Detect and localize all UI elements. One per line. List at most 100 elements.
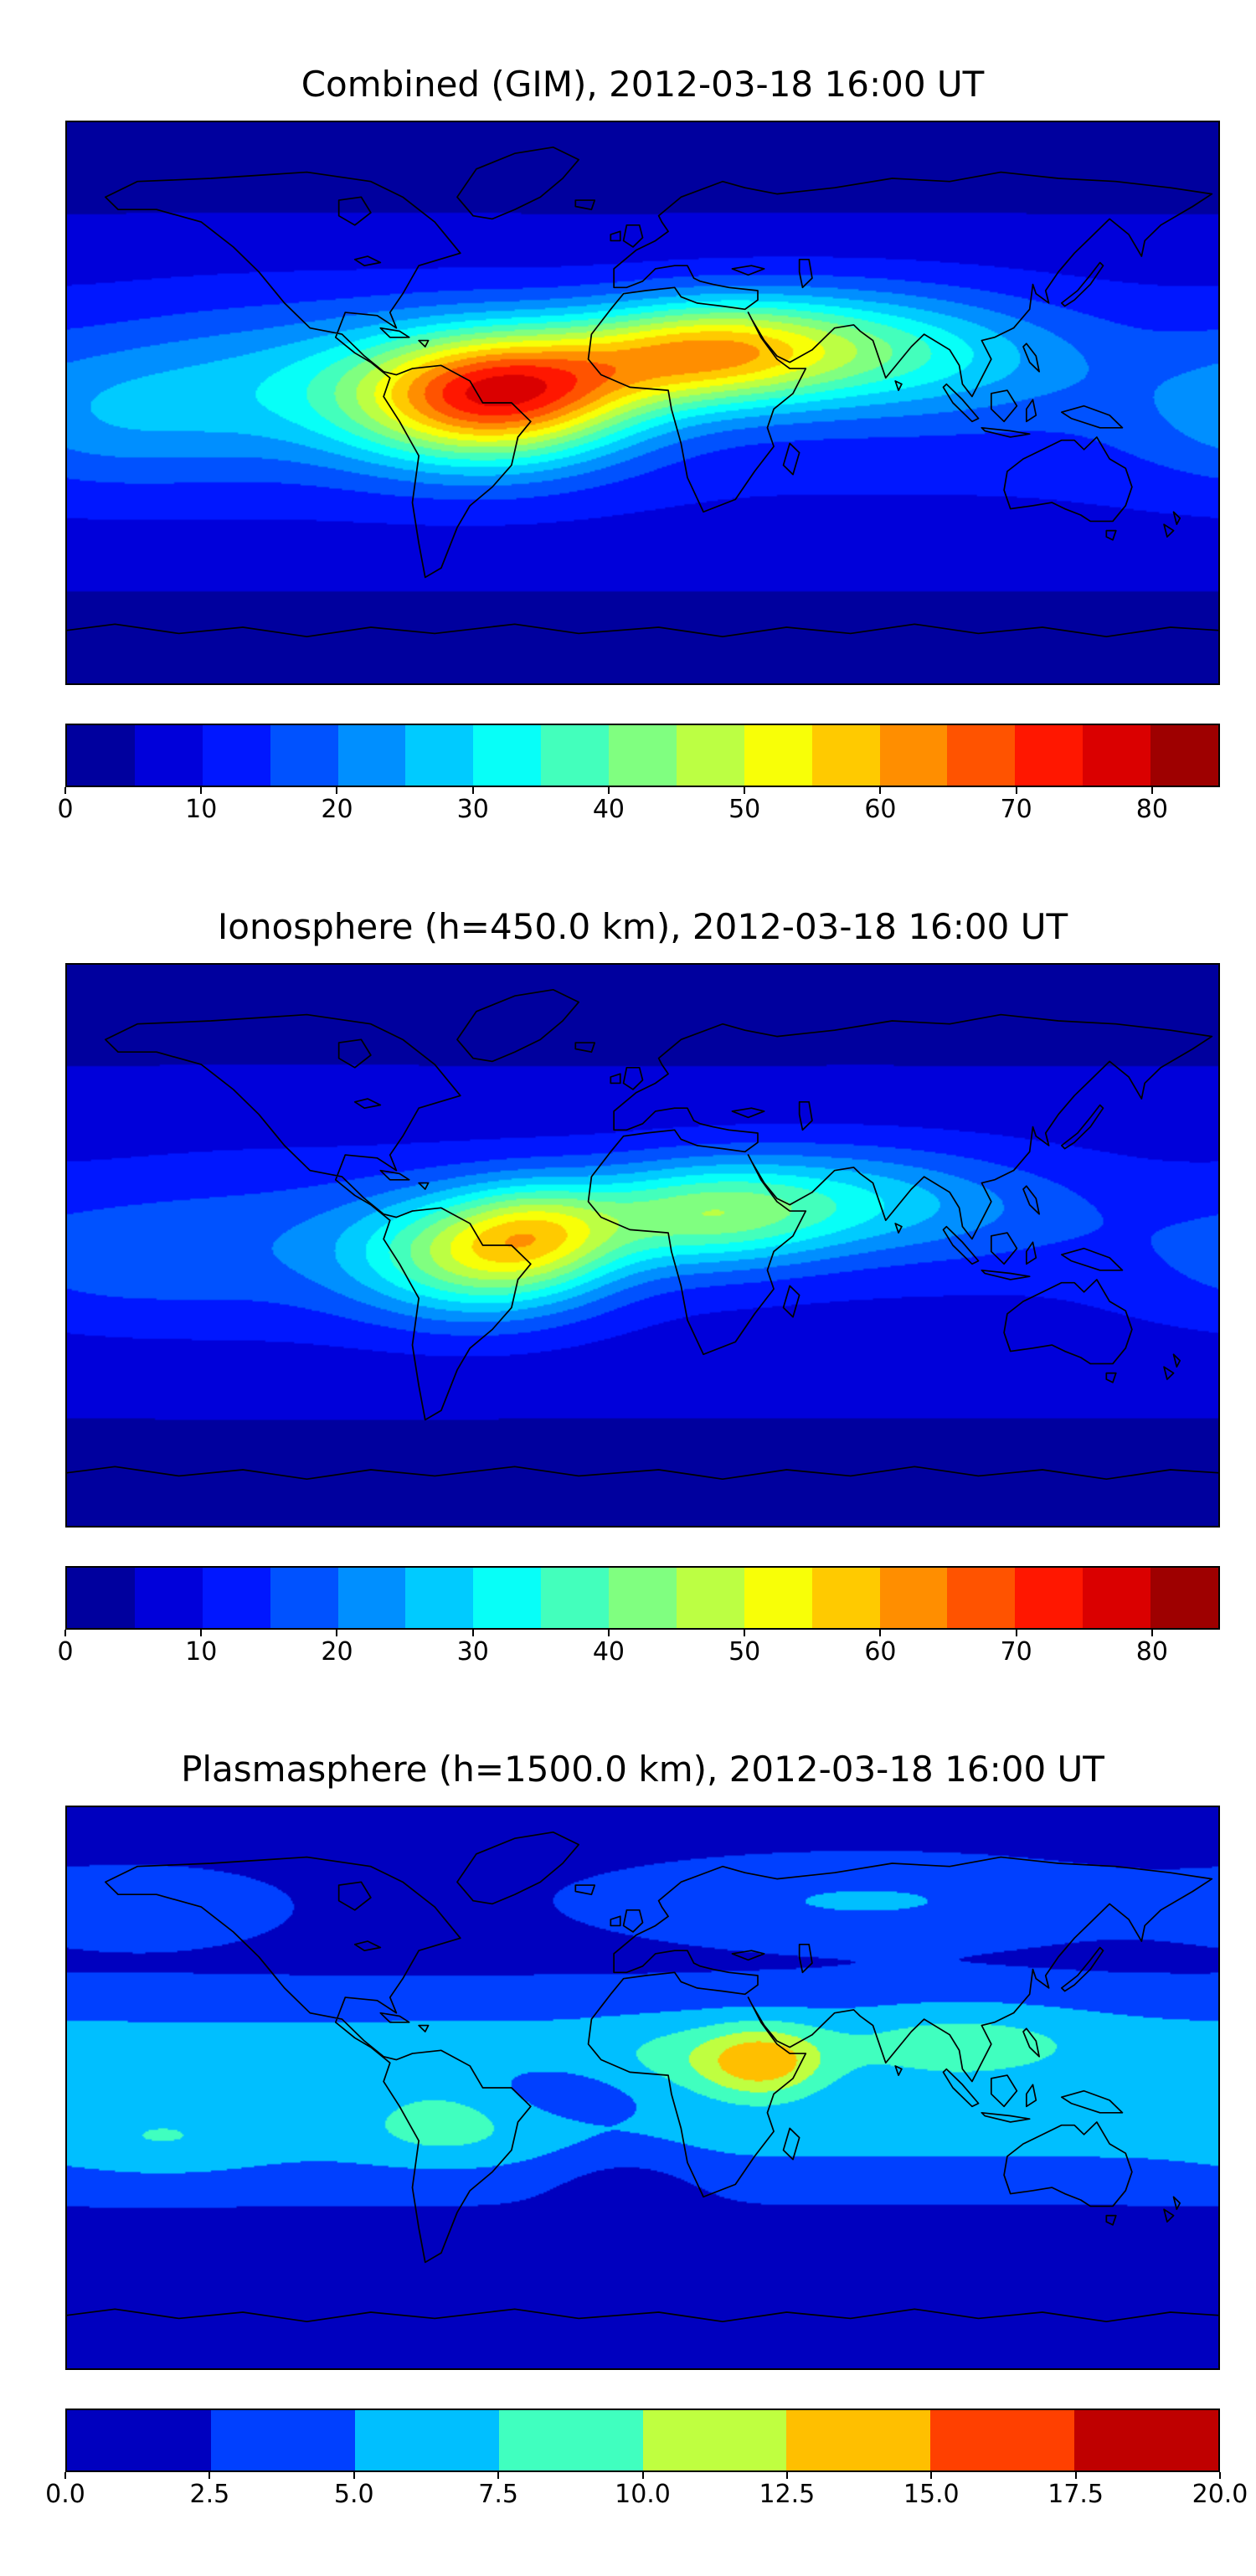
colorbar-tick-mark <box>336 1630 338 1636</box>
colorbar-blocks <box>65 724 1220 787</box>
colorbar-segment <box>210 2410 355 2470</box>
colorbar-tick-row: 0.0 2.5 5.0 7.5 10.0 12.5 15.0 17.5 20.0 <box>45 2472 1248 2509</box>
colorbar-segment <box>541 1568 609 1628</box>
colorbar-tick-row: 0 10 20 30 40 50 60 70 80 <box>57 1630 1220 1667</box>
tec-contour-canvas <box>67 122 1218 683</box>
colorbar-segment <box>337 1568 406 1628</box>
colorbar-segment <box>67 725 135 786</box>
colorbar-tick-mark <box>353 2472 355 2479</box>
panel-combined-gim: Combined (GIM), 2012-03-18 16:00 UT 0 10 2… <box>0 64 1256 824</box>
panel-title: Ionosphere (h=450.0 km), 2012-03-18 16:0… <box>217 906 1068 947</box>
map-ionosphere <box>65 963 1220 1528</box>
colorbar-segment <box>1083 725 1150 786</box>
colorbar-tick-mark <box>785 2472 788 2479</box>
colorbar-plasmasphere: 0.0 2.5 5.0 7.5 10.0 12.5 15.0 17.5 20.0 <box>45 2409 1248 2509</box>
colorbar-segment <box>473 1568 542 1628</box>
colorbar-tick-label: 60 <box>864 795 897 824</box>
colorbar-tick-label: 7.5 <box>478 2480 518 2509</box>
colorbar-segment <box>202 725 270 786</box>
colorbar-segment <box>786 2410 931 2470</box>
map-combined-gim <box>65 121 1220 685</box>
colorbar-blocks <box>65 2409 1220 2472</box>
colorbar-tick-label: 40 <box>592 795 625 824</box>
colorbar-tick-mark <box>744 787 746 794</box>
colorbar-segment <box>1150 725 1218 786</box>
colorbar-tick-label: 80 <box>1135 1637 1168 1667</box>
colorbar-tick-label: 20 <box>321 1637 353 1667</box>
colorbar-segment <box>879 1568 948 1628</box>
colorbar-tick-label: 20.0 <box>1192 2480 1248 2509</box>
colorbar-tick-label: 10 <box>185 1637 218 1667</box>
panel-ionosphere: Ionosphere (h=450.0 km), 2012-03-18 16:0… <box>0 906 1256 1667</box>
panel-title: Combined (GIM), 2012-03-18 16:00 UT <box>301 64 985 105</box>
colorbar-segment <box>354 2410 499 2470</box>
colorbar-tick-mark <box>1219 2472 1221 2479</box>
colorbar-segment <box>134 725 203 786</box>
colorbar-tick-label: 5.0 <box>333 2480 374 2509</box>
colorbar-tick-mark <box>744 1630 746 1636</box>
colorbar-tick-label: 50 <box>728 795 761 824</box>
colorbar-segment <box>202 1568 270 1628</box>
colorbar-combined: 0 10 20 30 40 50 60 70 80 <box>57 724 1220 824</box>
colorbar-segment <box>676 725 744 786</box>
colorbar-tick-mark <box>200 1630 203 1636</box>
colorbar-segment <box>337 725 406 786</box>
colorbar-tick-mark <box>607 787 610 794</box>
colorbar-tick-mark <box>879 1630 882 1636</box>
colorbar-segment <box>642 2410 787 2470</box>
colorbar-blocks <box>65 1566 1220 1630</box>
colorbar-segment <box>676 1568 744 1628</box>
colorbar-segment <box>270 725 338 786</box>
colorbar-tick-label: 40 <box>592 1637 625 1667</box>
colorbar-tick-label: 20 <box>321 795 353 824</box>
colorbar-tick-mark <box>607 1630 610 1636</box>
colorbar-tick-mark <box>1074 2472 1077 2479</box>
colorbar-tick-mark <box>497 2472 500 2479</box>
colorbar-tick-mark <box>64 787 66 794</box>
panel-plasmasphere: Plasmasphere (h=1500.0 km), 2012-03-18 1… <box>0 1749 1256 2509</box>
coastlines-overlay <box>67 1831 1218 2323</box>
colorbar-segment <box>744 1568 812 1628</box>
colorbar-segment <box>609 1568 677 1628</box>
coastlines-overlay <box>67 988 1218 1481</box>
colorbar-tick-label: 15.0 <box>903 2480 960 2509</box>
colorbar-segment <box>1150 1568 1218 1628</box>
colorbar-tick-mark <box>64 1630 66 1636</box>
colorbar-tick-mark <box>471 1630 474 1636</box>
tec-maps-figure: Combined (GIM), 2012-03-18 16:00 UT 0 10 2… <box>0 64 1256 2509</box>
colorbar-segment <box>405 1568 474 1628</box>
colorbar-tick-mark <box>641 2472 644 2479</box>
colorbar-tick-label: 17.5 <box>1048 2480 1104 2509</box>
colorbar-segment <box>473 725 542 786</box>
colorbar-tick-mark <box>64 2472 66 2479</box>
colorbar-tick-label: 60 <box>864 1637 897 1667</box>
colorbar-segment <box>811 725 880 786</box>
colorbar-segment <box>1015 1568 1084 1628</box>
colorbar-tick-mark <box>879 787 882 794</box>
colorbar-segment <box>609 725 677 786</box>
colorbar-tick-mark <box>1150 787 1153 794</box>
colorbar-segment <box>1015 725 1084 786</box>
colorbar-segment <box>134 1568 203 1628</box>
colorbar-segment <box>405 725 474 786</box>
colorbar-tick-label: 70 <box>1000 795 1032 824</box>
colorbar-tick-label: 10.0 <box>615 2480 671 2509</box>
colorbar-tick-label: 70 <box>1000 1637 1032 1667</box>
colorbar-tick-mark <box>208 2472 211 2479</box>
colorbar-tick-mark <box>200 787 203 794</box>
colorbar-tick-label: 2.5 <box>189 2480 230 2509</box>
colorbar-tick-mark <box>1150 1630 1153 1636</box>
colorbar-segment <box>1074 2410 1218 2470</box>
colorbar-segment <box>947 725 1016 786</box>
colorbar-tick-mark <box>471 787 474 794</box>
tec-contour-canvas <box>67 965 1218 1526</box>
colorbar-tick-label: 30 <box>456 1637 489 1667</box>
colorbar-tick-label: 0.0 <box>45 2480 85 2509</box>
colorbar-tick-mark <box>1015 787 1017 794</box>
colorbar-segment <box>744 725 812 786</box>
colorbar-tick-mark <box>1015 1630 1017 1636</box>
colorbar-tick-label: 10 <box>185 795 218 824</box>
colorbar-tick-row: 0 10 20 30 40 50 60 70 80 <box>57 787 1220 824</box>
colorbar-segment <box>67 1568 135 1628</box>
colorbar-segment <box>930 2410 1075 2470</box>
